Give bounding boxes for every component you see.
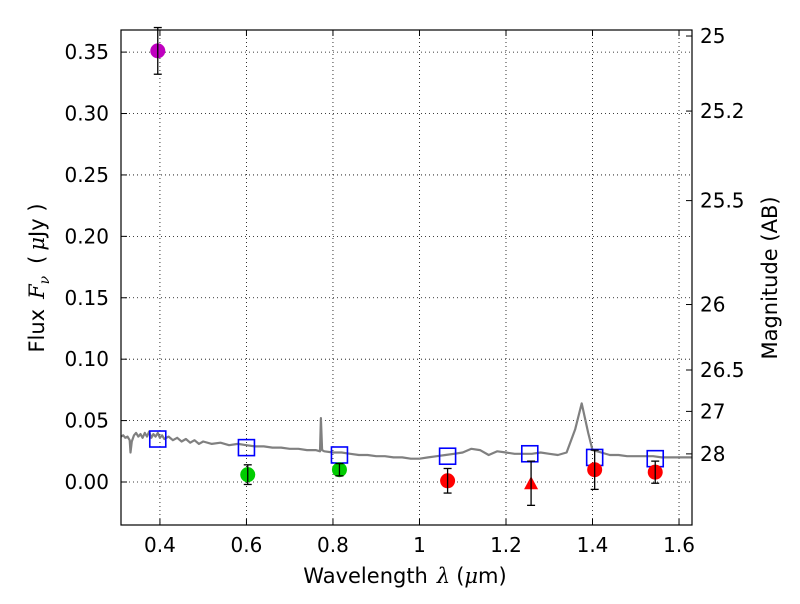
x-tick-label: 0.4 [144, 533, 176, 557]
x-tick-label: 1.6 [663, 533, 695, 557]
plot-frame [120, 29, 693, 526]
y-tick-label: 0.35 [64, 40, 109, 64]
right-tick-label: 27 [700, 399, 725, 423]
right-tick-label: 25 [700, 24, 725, 48]
y-tick-label: 0.05 [64, 409, 109, 433]
x-tick-label: 1.4 [577, 533, 609, 557]
right-tick-label: 26 [700, 293, 725, 317]
y-tick-label: 0.15 [64, 286, 109, 310]
right-axis-label: Magnitude (AB) [758, 196, 782, 359]
model-spectrum-line [120, 402, 692, 460]
y-tick-label: 0.30 [64, 102, 109, 126]
observed-photometry-layer [150, 26, 663, 506]
y-tick-label: 0.20 [64, 224, 109, 248]
model-photometry-square [237, 438, 256, 457]
y-tick-label: 0.00 [64, 470, 109, 494]
x-tick-label: 0.6 [231, 533, 263, 557]
model-photometry-square [148, 430, 167, 448]
right-tick-label: 26.5 [700, 358, 745, 382]
right-tick-label: 25.2 [700, 99, 745, 123]
y-axis-label: FluxFν(μJy ) [25, 203, 53, 352]
right-tick-label: 28 [700, 442, 725, 466]
y-tick-label: 0.25 [64, 163, 109, 187]
right-tick-label: 25.5 [700, 189, 745, 213]
x-axis-label: Wavelength λ (μm) [303, 564, 506, 588]
model-spectrum-layer [120, 402, 692, 460]
axis-ticks: 0.4 0.6 0.8 1 1.2 1.4 1.6 0.00 0.05 0.10 0.15 0.20 0… [64, 24, 744, 557]
x-tick-label: 1 [413, 533, 426, 557]
grid [121, 30, 692, 525]
model-photometry-square [438, 447, 457, 466]
x-tick-label: 0.8 [317, 533, 349, 557]
x-tick-label: 1.2 [490, 533, 522, 557]
y-tick-label: 0.10 [64, 347, 109, 371]
